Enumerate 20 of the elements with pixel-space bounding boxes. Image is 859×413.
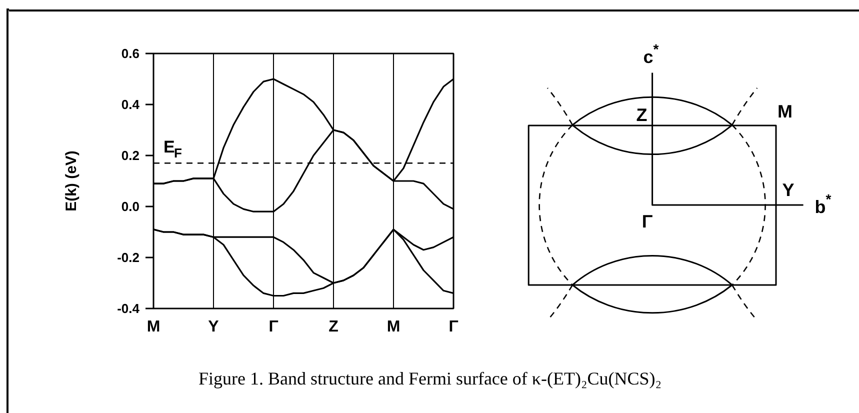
y-tick-label: -0.2 [117, 250, 140, 265]
x-tick-label: Y [208, 318, 220, 336]
y-tick-label: 0.0 [121, 199, 140, 214]
text: Y [782, 180, 794, 200]
y-tick-label: 0.2 [121, 148, 140, 163]
x-tick-label: Z [328, 318, 339, 336]
text: Γ [642, 212, 653, 232]
text: Z [636, 105, 648, 125]
y-tick-label: -0.4 [117, 301, 140, 316]
x-tick-label: Γ [268, 318, 279, 336]
text: M [778, 102, 792, 122]
text: c$^{*}$ [643, 40, 660, 67]
caption: Figure 1. Band structure and Fermi surface of κ-(ET)₂Cu(NCS)₂ [198, 368, 662, 388]
text: b$^{*}$ [814, 190, 832, 217]
x-tick-label: Γ [448, 318, 459, 336]
y-tick-label: 0.6 [121, 46, 140, 61]
y-tick-label: 0.4 [121, 97, 140, 112]
x-tick-label: M [386, 318, 400, 336]
x-tick-label: M [146, 318, 160, 336]
y-axis-title: E(k) (eV) [63, 150, 80, 212]
